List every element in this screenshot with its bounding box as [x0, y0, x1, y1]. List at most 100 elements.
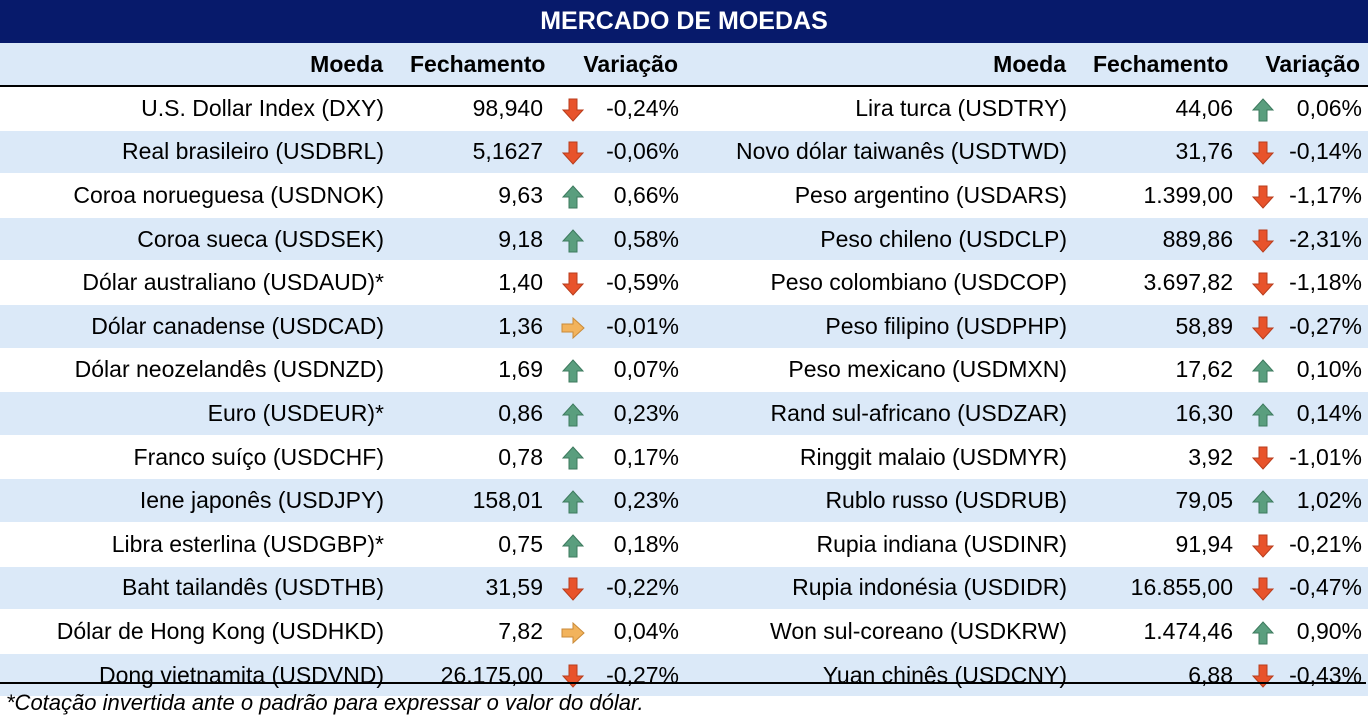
close-value: 44,06: [1075, 87, 1237, 131]
close-value: 6,88: [1075, 653, 1237, 698]
arrow-right-icon: [547, 609, 599, 654]
close-value: 3,92: [1075, 435, 1237, 480]
currency-name: Rupia indiana (USDINR): [685, 522, 1075, 567]
table-row: Real brasileiro (USDBRL) 5,1627 -0,06% Novo…: [0, 130, 1368, 175]
arrow-up-icon: [547, 348, 599, 393]
close-value: 31,76: [1075, 130, 1237, 175]
currency-name: Iene japonês (USDJPY): [0, 478, 392, 523]
change-value: 0,07%: [599, 348, 685, 393]
close-value: 158,01: [392, 478, 547, 523]
arrow-up-icon: [1237, 478, 1289, 523]
arrow-right-icon: [547, 304, 599, 349]
change-value: -1,01%: [1289, 435, 1368, 480]
change-value: 1,02%: [1289, 478, 1368, 523]
change-value: -0,47%: [1289, 566, 1368, 611]
header-currency-left: Moeda: [310, 51, 383, 77]
currency-name: Franco suíço (USDCHF): [0, 435, 392, 480]
change-value: -0,06%: [599, 130, 685, 175]
table-row: Dólar neozelandês (USDNZD) 1,69 0,07% Peso …: [0, 348, 1368, 393]
currency-name: Dólar de Hong Kong (USDHKD): [0, 609, 392, 654]
table-row: Dólar australiano (USDAUD)* 1,40 -0,59% Pes…: [0, 260, 1368, 305]
currency-name: Peso filipino (USDPHP): [685, 304, 1075, 349]
change-value: 0,18%: [599, 522, 685, 567]
change-value: 0,66%: [599, 173, 685, 218]
change-value: 0,23%: [599, 478, 685, 523]
close-value: 7,82: [392, 609, 547, 654]
table-row: Coroa sueca (USDSEK) 9,18 0,58% Peso chilen…: [0, 217, 1368, 262]
change-value: 0,06%: [1289, 87, 1368, 131]
header-close-left: Fechamento: [410, 51, 546, 77]
currency-name: Dólar neozelandês (USDNZD): [0, 348, 392, 393]
change-value: 0,58%: [599, 217, 685, 262]
table-row: Baht tailandês (USDTHB) 31,59 -0,22% Rupia …: [0, 566, 1368, 611]
currency-name: Rand sul-africano (USDZAR): [685, 391, 1075, 436]
header-change-left: Variação: [583, 51, 678, 77]
close-value: 9,63: [392, 173, 547, 218]
close-value: 0,75: [392, 522, 547, 567]
table-row: Dong vietnamita (USDVND) 26.175,00 -0,27% Y…: [0, 653, 1368, 698]
arrow-down-icon: [1237, 653, 1289, 698]
currency-name: Lira turca (USDTRY): [685, 87, 1075, 131]
table-header: Moeda Fechamento Variação Moeda Fechamen…: [0, 43, 1368, 87]
close-value: 91,94: [1075, 522, 1237, 567]
change-value: 0,90%: [1289, 609, 1368, 654]
close-value: 98,940: [392, 87, 547, 131]
close-value: 5,1627: [392, 130, 547, 175]
change-value: 0,14%: [1289, 391, 1368, 436]
arrow-down-icon: [547, 653, 599, 698]
currency-name: Rupia indonésia (USDIDR): [685, 566, 1075, 611]
header-close-right: Fechamento: [1093, 51, 1229, 77]
table-row: Dólar canadense (USDCAD) 1,36 -0,01% Peso f…: [0, 304, 1368, 349]
close-value: 9,18: [392, 217, 547, 262]
change-value: -0,21%: [1289, 522, 1368, 567]
arrow-up-icon: [1237, 348, 1289, 393]
arrow-up-icon: [547, 217, 599, 262]
arrow-up-icon: [547, 391, 599, 436]
change-value: -2,31%: [1289, 217, 1368, 262]
close-value: 58,89: [1075, 304, 1237, 349]
change-value: -0,01%: [599, 304, 685, 349]
close-value: 3.697,82: [1075, 260, 1237, 305]
currency-name: Won sul-coreano (USDKRW): [685, 609, 1075, 654]
close-value: 0,86: [392, 391, 547, 436]
close-value: 889,86: [1075, 217, 1237, 262]
close-value: 1.474,46: [1075, 609, 1237, 654]
currency-name: Libra esterlina (USDGBP)*: [0, 522, 392, 567]
change-value: -0,14%: [1289, 130, 1368, 175]
change-value: -0,27%: [1289, 304, 1368, 349]
currency-name: Novo dólar taiwanês (USDTWD): [685, 130, 1075, 175]
page-title: MERCADO DE MOEDAS: [0, 0, 1368, 43]
arrow-down-icon: [1237, 522, 1289, 567]
arrow-up-icon: [1237, 391, 1289, 436]
change-value: -0,24%: [599, 87, 685, 131]
table-row: U.S. Dollar Index (DXY) 98,940 -0,24% Lira …: [0, 87, 1368, 131]
change-value: -0,22%: [599, 566, 685, 611]
currency-name: Real brasileiro (USDBRL): [0, 130, 392, 175]
change-value: -1,18%: [1289, 260, 1368, 305]
close-value: 0,78: [392, 435, 547, 480]
arrow-up-icon: [547, 435, 599, 480]
arrow-up-icon: [547, 478, 599, 523]
change-value: 0,04%: [599, 609, 685, 654]
currency-name: Dólar australiano (USDAUD)*: [0, 260, 392, 305]
currency-name: Rublo russo (USDRUB): [685, 478, 1075, 523]
arrow-up-icon: [1237, 87, 1289, 131]
arrow-down-icon: [547, 87, 599, 131]
table-row: Libra esterlina (USDGBP)* 0,75 0,18% Rupia …: [0, 522, 1368, 567]
change-value: -0,59%: [599, 260, 685, 305]
close-value: 17,62: [1075, 348, 1237, 393]
currency-name: Coroa norueguesa (USDNOK): [0, 173, 392, 218]
table-row: Coroa norueguesa (USDNOK) 9,63 0,66% Peso a…: [0, 173, 1368, 218]
table-row: Franco suíço (USDCHF) 0,78 0,17% Ringgit ma…: [0, 435, 1368, 480]
currency-name: Dong vietnamita (USDVND): [0, 653, 392, 698]
close-value: 31,59: [392, 566, 547, 611]
change-value: 0,10%: [1289, 348, 1368, 393]
footnote: *Cotação invertida ante o padrão para ex…: [0, 682, 1366, 716]
change-value: 0,17%: [599, 435, 685, 480]
change-value: -1,17%: [1289, 173, 1368, 218]
arrow-down-icon: [547, 130, 599, 175]
close-value: 79,05: [1075, 478, 1237, 523]
currency-name: Peso chileno (USDCLP): [685, 217, 1075, 262]
close-value: 16,30: [1075, 391, 1237, 436]
arrow-down-icon: [1237, 260, 1289, 305]
